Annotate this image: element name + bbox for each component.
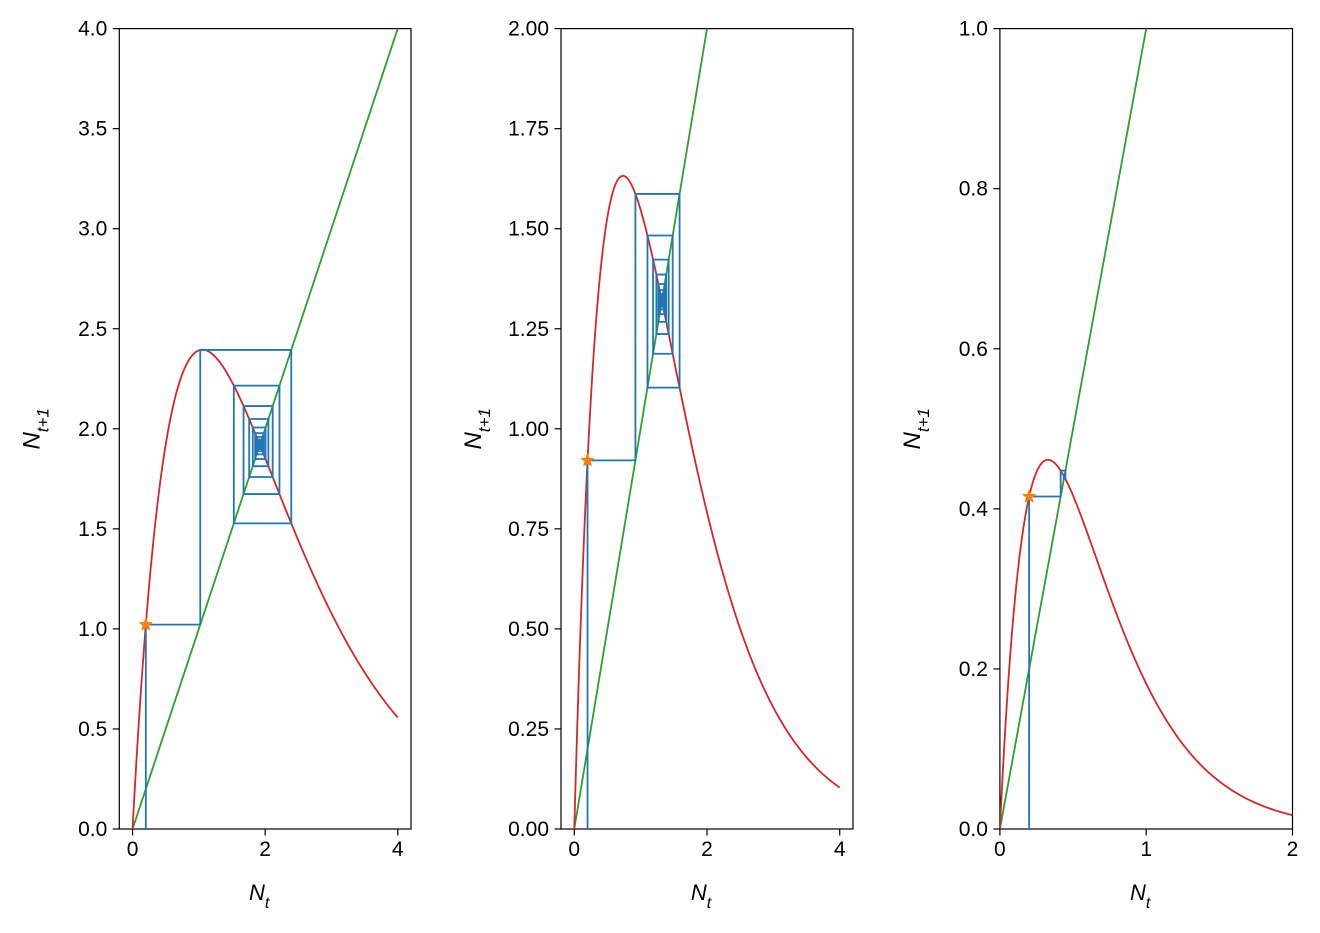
svg-text:3.0: 3.0 — [78, 218, 107, 241]
svg-text:0.0: 0.0 — [78, 818, 107, 841]
svg-text:0.0: 0.0 — [959, 818, 988, 841]
svg-text:1.0: 1.0 — [959, 18, 988, 41]
svg-text:4: 4 — [392, 838, 404, 861]
svg-text:0.8: 0.8 — [959, 178, 988, 201]
svg-text:2: 2 — [1287, 838, 1299, 861]
svg-text:1.75: 1.75 — [508, 118, 549, 141]
svg-text:0.75: 0.75 — [508, 518, 549, 541]
svg-text:2: 2 — [701, 838, 713, 861]
svg-text:1.0: 1.0 — [78, 618, 107, 641]
svg-text:1.50: 1.50 — [508, 218, 549, 241]
svg-text:0: 0 — [568, 838, 580, 861]
svg-text:0.6: 0.6 — [959, 338, 988, 361]
svg-text:0: 0 — [127, 838, 139, 861]
svg-text:4.0: 4.0 — [78, 18, 107, 41]
svg-text:2.00: 2.00 — [508, 18, 549, 41]
svg-text:0.50: 0.50 — [508, 618, 549, 641]
svg-text:0.25: 0.25 — [508, 718, 549, 741]
svg-text:2.0: 2.0 — [78, 418, 107, 441]
svg-text:0.2: 0.2 — [959, 658, 988, 681]
svg-text:0.5: 0.5 — [78, 718, 107, 741]
svg-text:0.00: 0.00 — [508, 818, 549, 841]
svg-text:2: 2 — [259, 838, 271, 861]
svg-text:1.25: 1.25 — [508, 318, 549, 341]
svg-text:4: 4 — [834, 838, 846, 861]
svg-text:1.00: 1.00 — [508, 418, 549, 441]
svg-text:2.5: 2.5 — [78, 318, 107, 341]
svg-text:0: 0 — [994, 838, 1006, 861]
svg-text:3.5: 3.5 — [78, 118, 107, 141]
svg-text:1: 1 — [1140, 838, 1152, 861]
svg-text:0.4: 0.4 — [959, 498, 989, 521]
svg-text:1.5: 1.5 — [78, 518, 107, 541]
